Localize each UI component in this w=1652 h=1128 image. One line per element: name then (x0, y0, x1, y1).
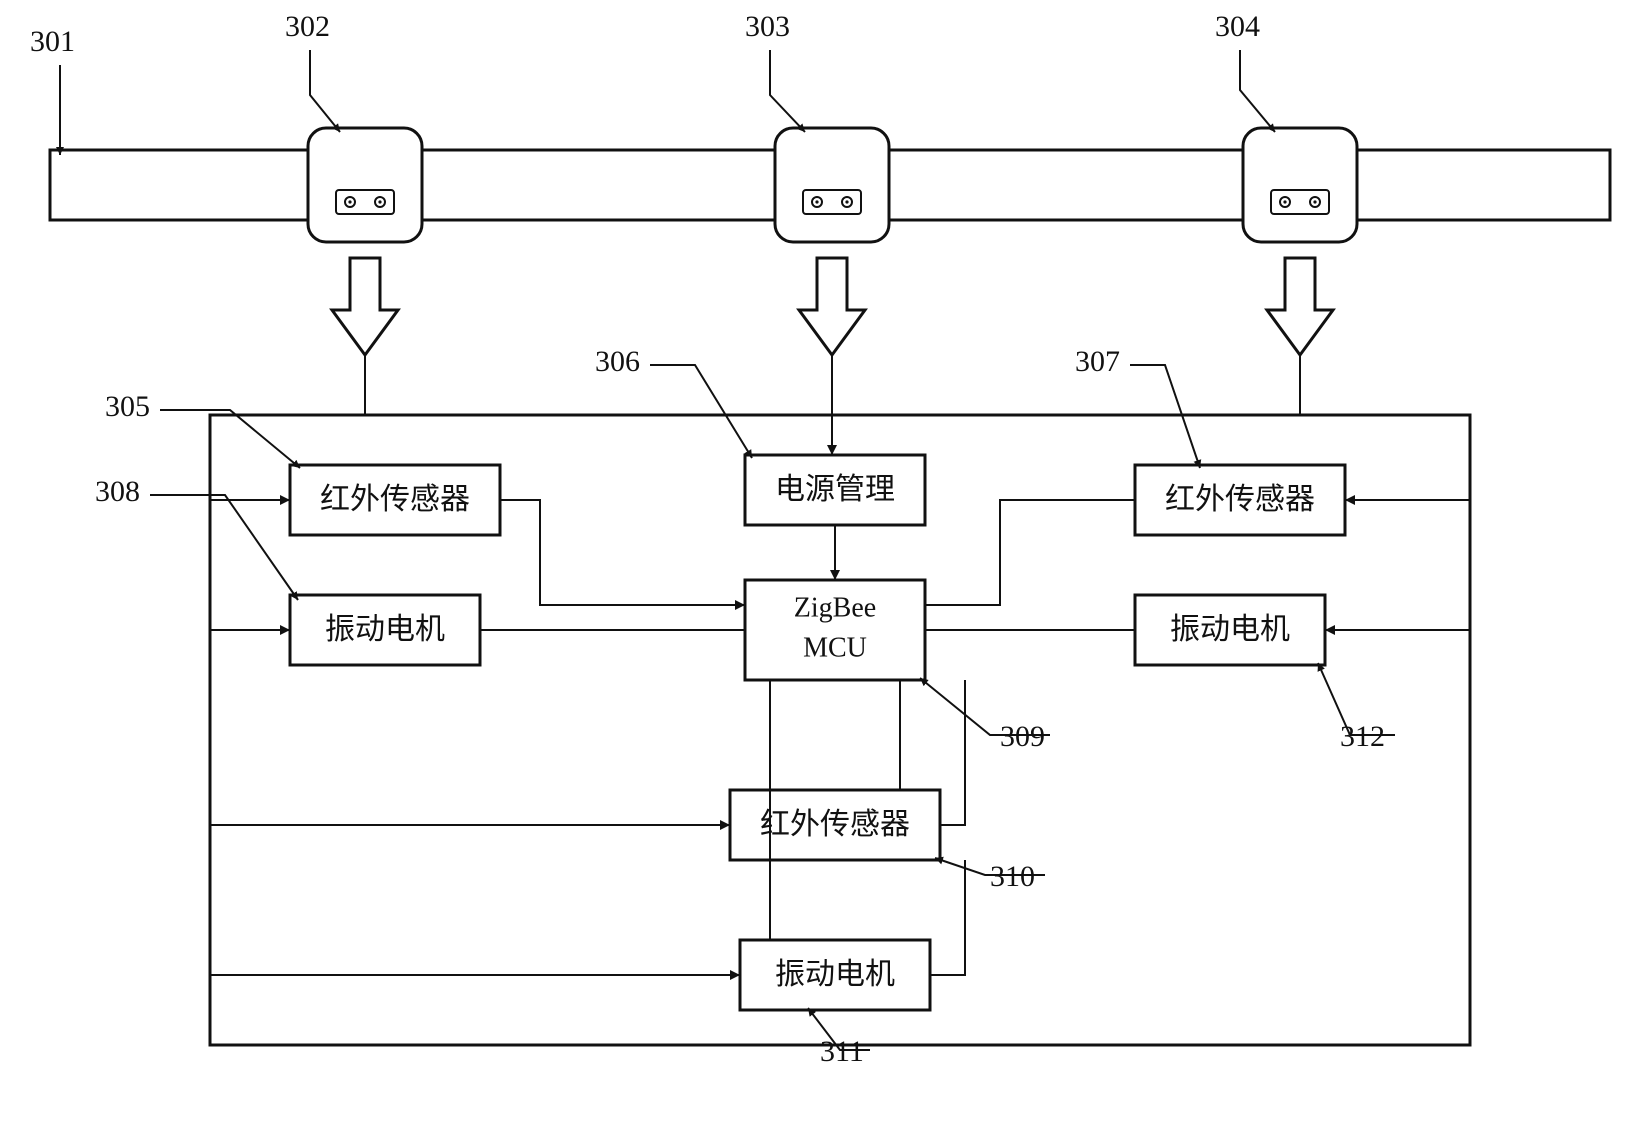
label-308: 308 (95, 475, 140, 509)
box-311-text: 振动电机 (775, 958, 895, 991)
module-304 (1243, 128, 1357, 242)
label-302: 302 (285, 10, 330, 44)
label-304: 304 (1215, 10, 1260, 44)
module-303 (775, 128, 889, 242)
hollow-arrow-302 (332, 258, 398, 355)
box-309-text-a: ZigBee (794, 592, 876, 623)
box-308-text: 振动电机 (325, 613, 445, 646)
label-310: 310 (990, 860, 1035, 894)
label-301: 301 (30, 25, 75, 59)
hollow-arrow-304 (1267, 258, 1333, 355)
box-309-text-b: MCU (803, 632, 867, 663)
box-307-text: 红外传感器 (1165, 483, 1315, 516)
label-307: 307 (1075, 345, 1120, 379)
box-305-text: 红外传感器 (320, 483, 470, 516)
label-306: 306 (595, 345, 640, 379)
label-312: 312 (1340, 720, 1385, 754)
label-303: 303 (745, 10, 790, 44)
hollow-arrow-303 (799, 258, 865, 355)
diagram-canvas: 红外传感器 电源管理 红外传感器 振动电机 ZigBee MCU 振动电机 红外… (0, 0, 1652, 1128)
box-312-text: 振动电机 (1170, 613, 1290, 646)
label-305: 305 (105, 390, 150, 424)
label-309: 309 (1000, 720, 1045, 754)
box-310-text: 红外传感器 (760, 808, 910, 841)
label-311: 311 (820, 1035, 864, 1069)
module-302 (308, 128, 422, 242)
box-306-text: 电源管理 (775, 473, 895, 506)
